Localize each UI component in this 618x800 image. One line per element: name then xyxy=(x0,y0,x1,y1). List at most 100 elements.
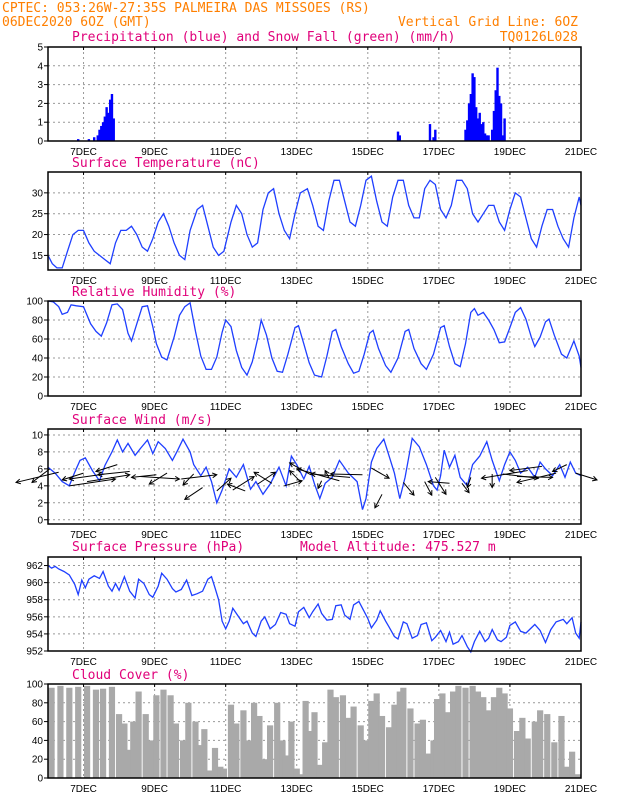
cloud-cover-bar xyxy=(357,725,364,778)
wind-arrow-head xyxy=(148,479,155,485)
y-tick-label: 10 xyxy=(32,430,44,441)
wind-arrow xyxy=(97,470,130,476)
x-tick-label: 9DEC xyxy=(141,147,168,158)
x-tick-label: 13DEC xyxy=(281,530,313,541)
precipitation-bar xyxy=(464,129,467,141)
precipitation-bar xyxy=(434,129,437,141)
pressure-panel: Surface Pressure (hPa) Model Altitude: 4… xyxy=(26,540,597,668)
x-tick-label: 13DEC xyxy=(281,147,313,158)
wind-arrow xyxy=(428,481,450,484)
y-tick-label: 5 xyxy=(37,43,43,54)
cloud-cover-bar xyxy=(197,745,204,778)
cloud-cover-bar xyxy=(574,774,581,778)
wind-arrow-head xyxy=(226,477,232,484)
cloud-cover-bar xyxy=(66,687,73,778)
cloud-cover-bar xyxy=(386,727,393,778)
precipitation-bar xyxy=(467,103,471,141)
wind-arrow xyxy=(517,476,553,478)
wind-arrow xyxy=(149,472,168,485)
wind-arrow-head xyxy=(591,475,598,482)
wind-arrow xyxy=(434,477,447,495)
cloud-cover-bar xyxy=(506,708,514,778)
wind-arrow-head xyxy=(547,474,554,481)
cloud-cover-bar xyxy=(524,738,531,778)
precipitation-bar xyxy=(469,94,473,141)
cloud-cover-bar xyxy=(311,712,318,778)
rh-frame xyxy=(47,300,582,397)
y-tick-label: 952 xyxy=(26,647,43,658)
wind-arrow-head xyxy=(374,502,380,509)
wind-arrow-head xyxy=(551,467,558,473)
cloud-cover-bar xyxy=(531,721,538,778)
x-tick-label: 9DEC xyxy=(141,402,168,413)
y-tick-label: 40 xyxy=(32,736,44,747)
precipitation-bar xyxy=(485,135,489,141)
temp-frame xyxy=(47,171,582,271)
cloud-cover-bar xyxy=(121,723,128,778)
wind-arrow-head xyxy=(516,478,522,485)
cloud-cover-bar xyxy=(274,702,281,778)
cloud-cover-bar xyxy=(302,700,309,778)
x-tick-label: 9DEC xyxy=(141,276,168,287)
wind-arrow xyxy=(509,465,542,472)
wind-arrow-head xyxy=(130,474,137,480)
y-tick-label: 80 xyxy=(32,316,44,327)
wind-arrow xyxy=(461,482,470,493)
wind-arrow-head xyxy=(441,489,447,496)
wind-arrow xyxy=(317,480,323,489)
wind-arrow-head xyxy=(309,471,316,478)
cloud-cover-bar xyxy=(425,753,432,778)
y-tick-label: 25 xyxy=(32,209,44,220)
wind-arrow-head xyxy=(317,483,323,490)
wind-arrow-head xyxy=(68,475,75,482)
wind-series-line xyxy=(47,436,582,510)
cloud-cover-bar xyxy=(108,686,116,778)
cloud-cover-bar xyxy=(396,691,403,778)
precipitation-bar xyxy=(428,124,432,141)
wind-arrow-head xyxy=(295,467,302,473)
x-tick-label: 15DEC xyxy=(352,402,384,413)
precipitation-bar xyxy=(473,77,476,141)
x-tick-label: 11DEC xyxy=(210,276,242,287)
x-tick-label: 21DEC xyxy=(565,784,597,795)
wind-arrow-head xyxy=(409,490,415,496)
y-tick-label: 20 xyxy=(32,755,44,766)
precipitation-bar xyxy=(396,131,400,141)
wind-arrow xyxy=(289,462,312,476)
wind-arrow-head xyxy=(465,482,472,489)
x-tick-label: 15DEC xyxy=(352,276,384,287)
cloud-cover-bar xyxy=(455,685,462,778)
cloud-cover-bar xyxy=(297,774,304,778)
x-tick-label: 11DEC xyxy=(210,402,242,413)
wind-arrow-head xyxy=(427,479,433,485)
x-tick-label: 7DEC xyxy=(70,276,97,287)
x-tick-label: 21DEC xyxy=(565,402,597,413)
rh-series-line xyxy=(47,300,582,378)
header-location: CPTEC: 053:26W-27:35S PALMEIRA DAS MISSO… xyxy=(2,1,370,16)
x-tick-label: 7DEC xyxy=(70,147,97,158)
wind-arrow xyxy=(87,474,130,483)
x-tick-label: 21DEC xyxy=(565,276,597,287)
y-tick-label: 40 xyxy=(32,354,44,365)
wind-arrow xyxy=(181,474,217,480)
cloud-cover-bar xyxy=(316,764,323,778)
temperature-title: Surface Temperature (nC) xyxy=(72,156,260,171)
cloud-cover-bar xyxy=(75,686,82,778)
x-tick-label: 17DEC xyxy=(423,276,455,287)
precipitation-bar xyxy=(96,135,99,141)
x-tick-label: 21DEC xyxy=(565,530,597,541)
precipitation-bar xyxy=(87,139,91,141)
wind-arrow xyxy=(516,472,557,483)
wind-arrow-head xyxy=(226,482,233,489)
cloud-cover-bar xyxy=(185,702,192,778)
wind-arrow xyxy=(502,473,539,479)
y-tick-label: 100 xyxy=(26,680,43,691)
x-tick-label: 7DEC xyxy=(70,657,97,668)
wind-arrow xyxy=(371,467,390,479)
cloud-cover-bar xyxy=(327,689,334,778)
wind-arrow-head xyxy=(464,487,470,494)
cloud-cover-bar xyxy=(519,717,526,778)
y-tick-label: 100 xyxy=(26,297,43,308)
precipitation-bar xyxy=(501,135,505,141)
cloud-cover-bar xyxy=(293,768,300,778)
